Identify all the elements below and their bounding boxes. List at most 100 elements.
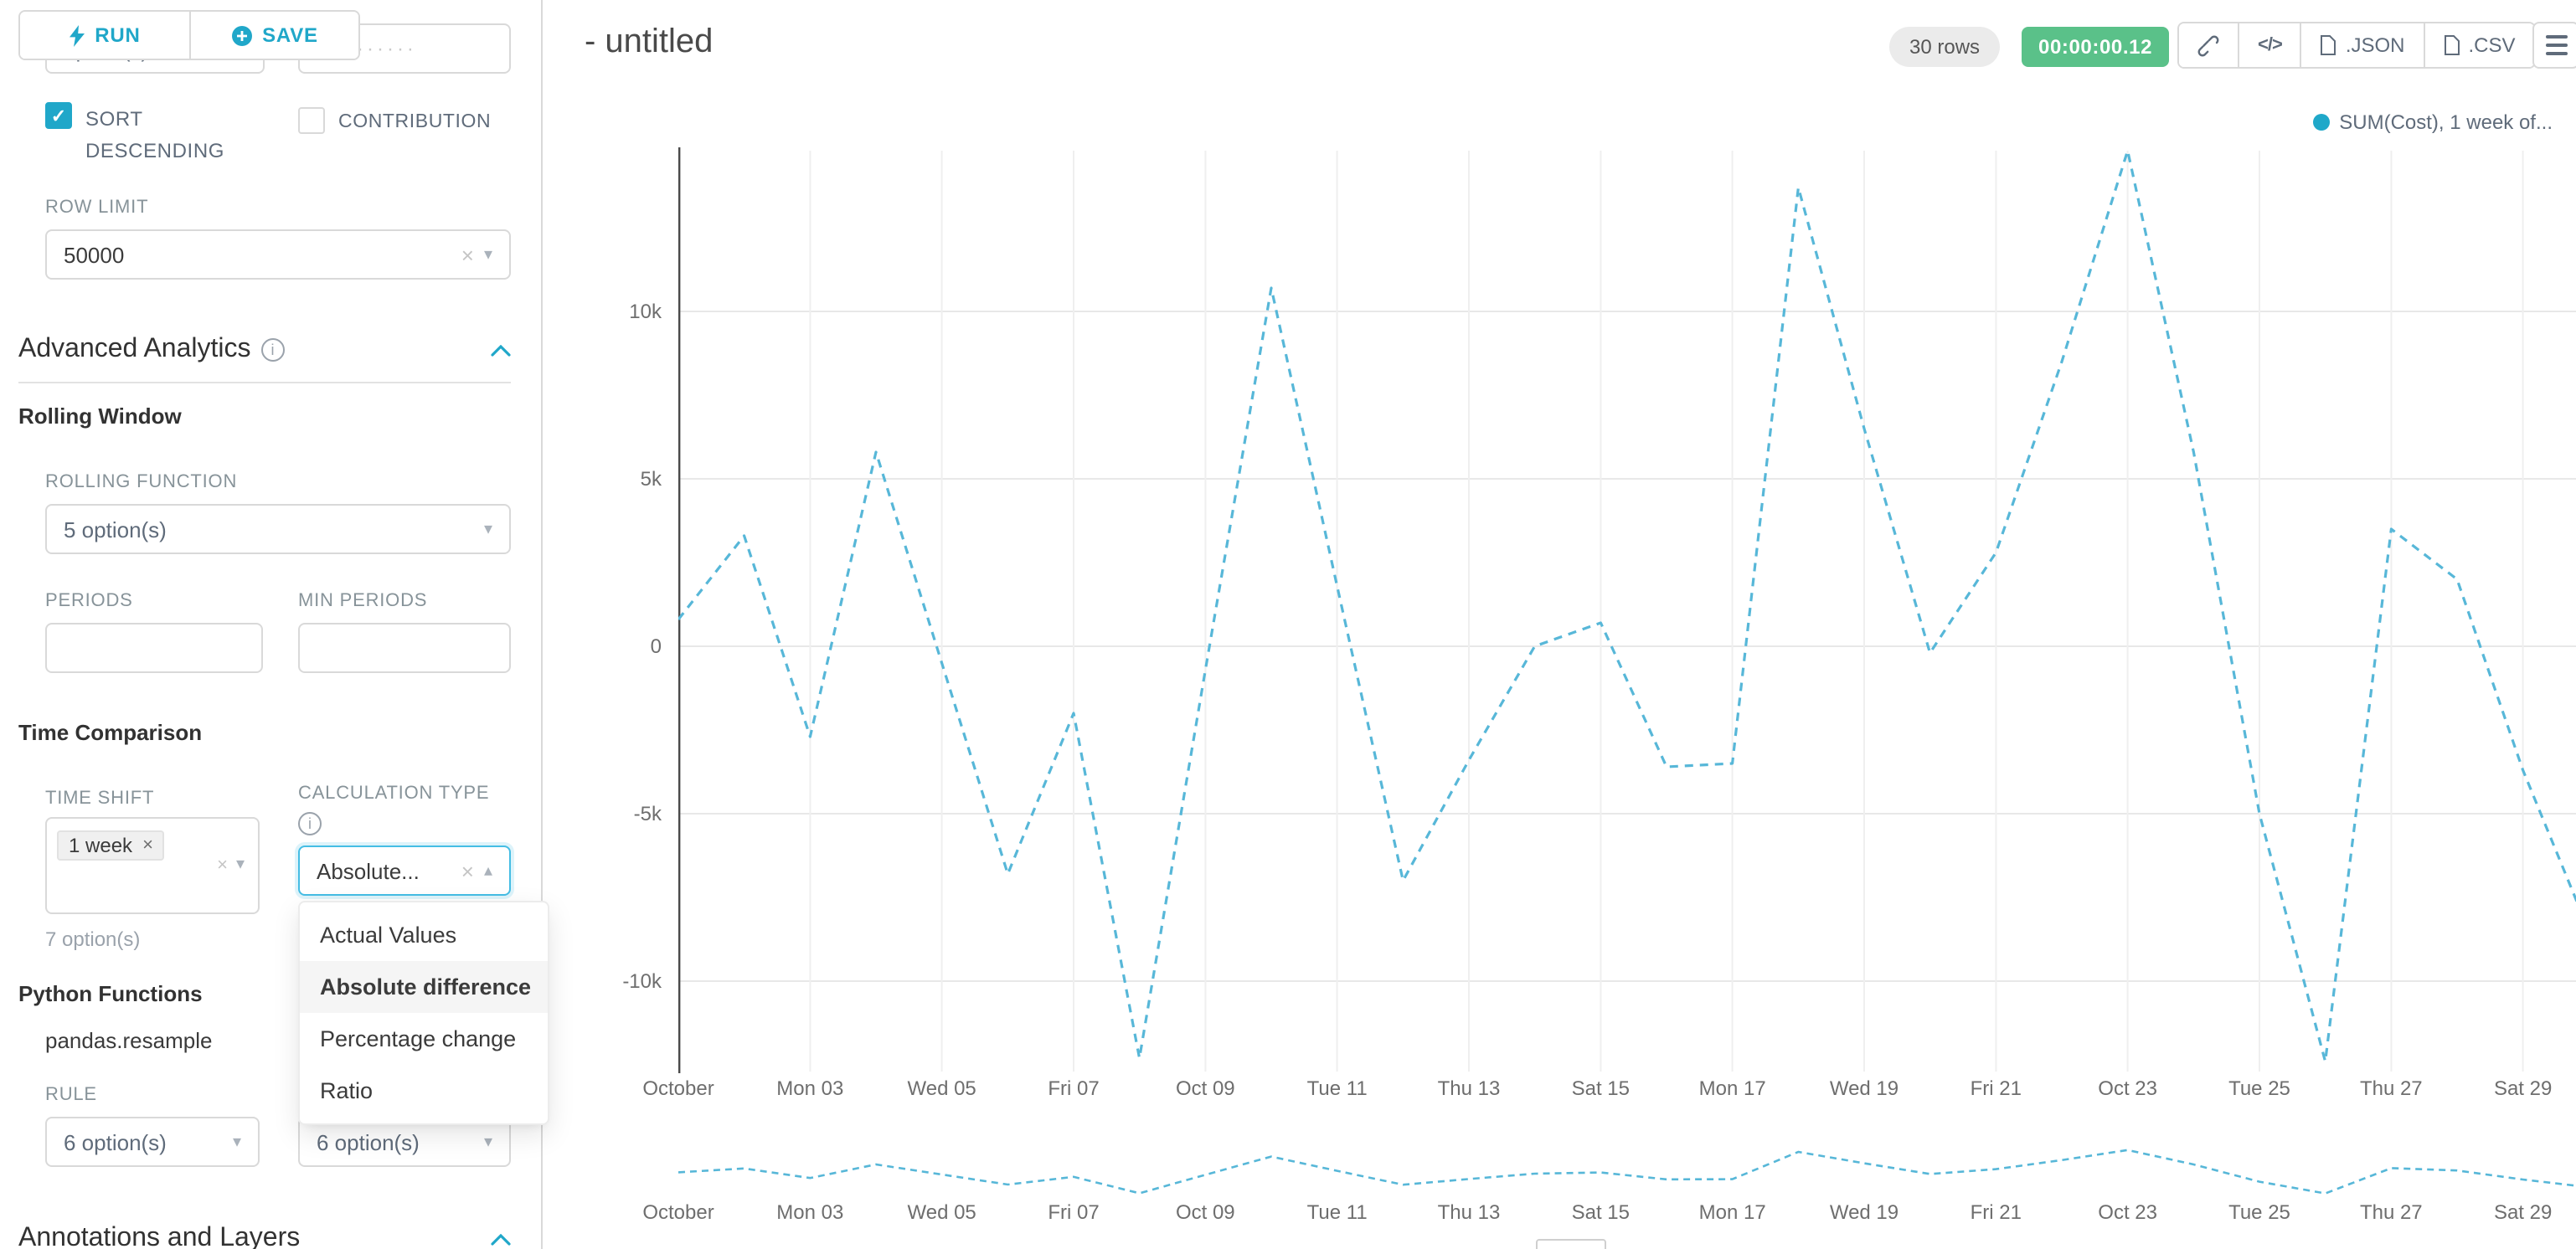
main-chart-canvas bbox=[678, 147, 2576, 1073]
save-button[interactable]: SAVE bbox=[188, 12, 358, 59]
periods-label: PERIODS bbox=[45, 591, 133, 611]
run-button-label: RUN bbox=[95, 23, 141, 47]
copy-link-button[interactable] bbox=[2179, 23, 2238, 67]
time-shift-select[interactable]: 1 week × × ▾ bbox=[45, 817, 260, 914]
rolling-function-select[interactable]: 5 option(s) ▾ bbox=[45, 504, 511, 554]
checkbox-checked-icon[interactable]: ✓ bbox=[45, 102, 72, 129]
time-comparison-title: Time Comparison bbox=[18, 720, 203, 745]
hamburger-icon bbox=[2545, 35, 2567, 39]
rolling-window-title: Rolling Window bbox=[18, 403, 182, 429]
hamburger-icon bbox=[2545, 44, 2567, 47]
time-shift-tag: 1 week × bbox=[57, 830, 165, 861]
mini-series-line bbox=[678, 1149, 2576, 1195]
python-functions-title: Python Functions bbox=[18, 981, 203, 1006]
remove-tag-icon[interactable]: × bbox=[142, 835, 153, 856]
dropdown-option-ratio[interactable]: Ratio bbox=[320, 1078, 374, 1103]
y-tick-label: -10k bbox=[622, 969, 662, 993]
mini-x-tick-label: Sat 15 bbox=[1571, 1200, 1630, 1224]
y-tick-label: -5k bbox=[633, 802, 662, 825]
clear-icon[interactable]: × bbox=[461, 858, 474, 883]
rule-value-2: 6 option(s) bbox=[317, 1129, 420, 1154]
periods-input[interactable] bbox=[45, 623, 263, 673]
y-tick-label: 10k bbox=[629, 300, 662, 323]
export-csv-button[interactable]: .CSV bbox=[2423, 23, 2534, 67]
dropdown-option-absolute-difference[interactable]: Absolute difference bbox=[300, 961, 548, 1013]
x-tick-label: Thu 27 bbox=[2359, 1077, 2423, 1100]
mini-x-tick-label: Fri 07 bbox=[1048, 1200, 1100, 1224]
rule-label: RULE bbox=[45, 1085, 97, 1105]
x-tick-label: Mon 03 bbox=[776, 1077, 844, 1100]
row-limit-value: 50000 bbox=[64, 242, 125, 267]
code-icon: </> bbox=[2258, 35, 2283, 55]
x-tick-label: Oct 09 bbox=[1175, 1077, 1235, 1100]
dropdown-option-percentage-change[interactable]: Percentage change bbox=[320, 1026, 517, 1051]
json-button-label: .JSON bbox=[2345, 33, 2405, 57]
hamburger-icon bbox=[2545, 52, 2567, 55]
min-periods-label: MIN PERIODS bbox=[298, 591, 428, 611]
chart-title[interactable]: - untitled bbox=[585, 23, 714, 60]
chevron-down-icon: ▾ bbox=[483, 520, 492, 538]
x-tick-label: October bbox=[642, 1077, 714, 1100]
mini-x-tick-label: Mon 03 bbox=[776, 1200, 844, 1224]
mini-x-tick-label: Thu 27 bbox=[2359, 1200, 2423, 1224]
info-icon: i bbox=[260, 338, 285, 362]
run-save-button-group: RUN SAVE bbox=[18, 10, 360, 60]
calculation-type-value: Absolute... bbox=[317, 858, 420, 883]
calculation-type-dropdown: Actual Values Absolute difference Percen… bbox=[298, 901, 549, 1125]
export-button-group: </> .JSON .CSV bbox=[2177, 22, 2536, 69]
legend-dot-icon bbox=[2312, 114, 2330, 131]
file-icon bbox=[2444, 35, 2460, 55]
mini-x-tick-label: Wed 05 bbox=[907, 1200, 976, 1224]
x-tick-label: Mon 17 bbox=[1698, 1077, 1766, 1100]
checkbox-unchecked-icon[interactable] bbox=[298, 107, 325, 134]
rule-select-2[interactable]: 6 option(s) ▾ bbox=[298, 1117, 511, 1167]
chevron-up-icon[interactable] bbox=[491, 1233, 511, 1245]
calculation-type-select[interactable]: Absolute... × ▴ bbox=[298, 846, 511, 896]
rule-select[interactable]: 6 option(s) ▾ bbox=[45, 1117, 260, 1167]
mini-preview-chart[interactable] bbox=[678, 1142, 2576, 1202]
chevron-down-icon: ▾ bbox=[232, 1133, 241, 1151]
calculation-type-label: CALCULATION TYPE bbox=[298, 784, 490, 804]
advanced-analytics-title: Advanced Analytics bbox=[18, 335, 251, 363]
section-divider bbox=[18, 382, 511, 383]
sort-descending-checkbox-row[interactable]: ✓ SORT DESCENDING bbox=[45, 102, 263, 166]
x-tick-label: Wed 05 bbox=[907, 1077, 976, 1100]
plus-circle-icon bbox=[231, 25, 252, 45]
x-tick-label: Wed 19 bbox=[1829, 1077, 1899, 1100]
brush-handle[interactable] bbox=[1536, 1239, 1606, 1249]
x-tick-label: Tue 25 bbox=[2228, 1077, 2290, 1100]
row-limit-select[interactable]: 50000 × ▾ bbox=[45, 229, 511, 280]
clear-icon[interactable]: × bbox=[217, 856, 228, 876]
x-tick-label: Oct 23 bbox=[2098, 1077, 2157, 1100]
lightning-icon bbox=[69, 24, 85, 46]
x-tick-label: Sat 15 bbox=[1571, 1077, 1630, 1100]
chevron-up-icon[interactable] bbox=[491, 344, 511, 356]
rolling-function-label: ROLLING FUNCTION bbox=[45, 472, 238, 492]
chevron-down-icon: ▾ bbox=[235, 856, 245, 874]
time-shift-label: TIME SHIFT bbox=[45, 789, 155, 809]
mini-x-tick-label: Oct 09 bbox=[1175, 1200, 1235, 1224]
annotations-layers-header[interactable]: Annotations and Layers bbox=[18, 1224, 511, 1249]
clear-icon[interactable]: × bbox=[461, 242, 474, 267]
view-query-button[interactable]: </> bbox=[2238, 23, 2300, 67]
run-button[interactable]: RUN bbox=[20, 12, 188, 59]
mini-x-tick-label: October bbox=[642, 1200, 714, 1224]
chart-legend[interactable]: SUM(Cost), 1 week of... bbox=[2312, 111, 2553, 134]
export-json-button[interactable]: .JSON bbox=[2300, 23, 2424, 67]
control-panel-sidebar: option(s) ·········· RUN SAVE ✓ SORT DES… bbox=[0, 0, 549, 1249]
more-options-menu-button[interactable] bbox=[2532, 22, 2576, 69]
x-tick-label: Tue 11 bbox=[1306, 1077, 1368, 1100]
rule-value: 6 option(s) bbox=[64, 1129, 167, 1154]
mini-x-tick-label: Thu 13 bbox=[1437, 1200, 1501, 1224]
min-periods-input[interactable] bbox=[298, 623, 511, 673]
dropdown-option-actual-values[interactable]: Actual Values bbox=[320, 923, 457, 948]
save-button-label: SAVE bbox=[262, 23, 318, 47]
x-tick-label: Sat 29 bbox=[2493, 1077, 2553, 1100]
contribution-label: CONTRIBUTION bbox=[338, 112, 492, 132]
advanced-analytics-header[interactable]: Advanced Analytics i bbox=[18, 335, 511, 365]
query-timer-badge: 00:00:00.12 bbox=[2022, 27, 2170, 67]
rolling-function-value: 5 option(s) bbox=[64, 517, 167, 542]
contribution-checkbox-row[interactable]: CONTRIBUTION bbox=[298, 107, 533, 139]
